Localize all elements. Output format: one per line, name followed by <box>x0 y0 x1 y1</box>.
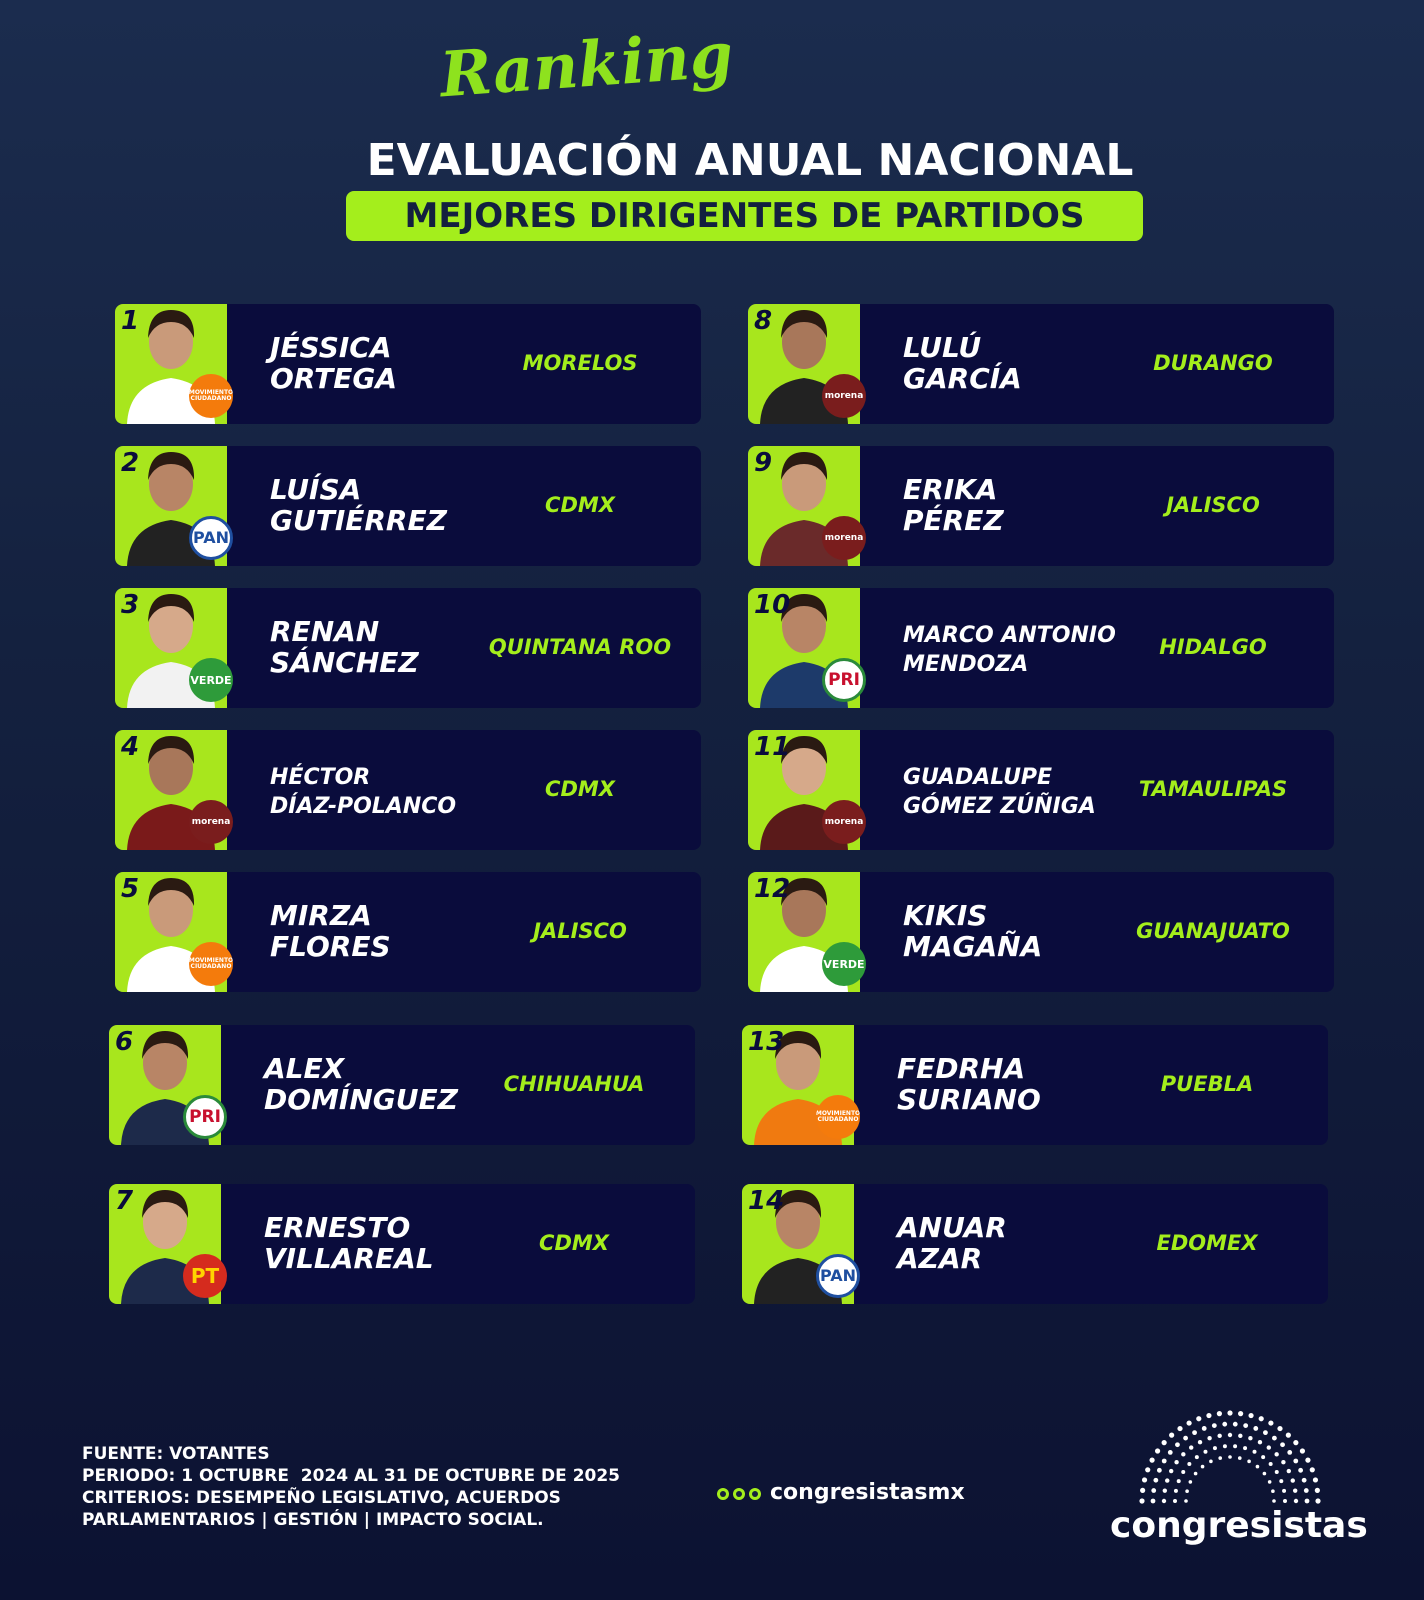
state: DURANGO <box>1153 351 1273 375</box>
rank-number: 14 <box>748 1186 785 1216</box>
person-name: JÉSSICA <box>270 331 392 364</box>
brand-logo <box>1139 1410 1321 1504</box>
state: JALISCO <box>1166 493 1260 517</box>
person-name: PÉREZ <box>903 504 1004 537</box>
party-logo: morena <box>822 516 866 560</box>
person-name: RENAN <box>270 615 380 648</box>
person-name: ORTEGA <box>270 362 397 395</box>
rank-number: 1 <box>121 306 140 336</box>
rank-number: 12 <box>754 874 791 904</box>
party-logo: PAN <box>816 1254 860 1298</box>
rank-number: 9 <box>754 448 773 478</box>
party-logo: PRI <box>183 1095 227 1139</box>
state: TAMAULIPAS <box>1138 777 1288 801</box>
rank-number: 7 <box>115 1186 134 1216</box>
state: CDMX <box>539 1231 609 1255</box>
party-logo: morena <box>189 800 233 844</box>
person-name: KIKIS <box>903 899 988 932</box>
rank-number: 2 <box>121 448 140 478</box>
person-name: ANUAR <box>897 1211 1007 1244</box>
footer-line: CRITERIOS: DESEMPEÑO LEGISLATIVO, ACUERD… <box>82 1488 561 1508</box>
rank-number: 13 <box>748 1027 785 1057</box>
person-name: GARCÍA <box>903 362 1022 395</box>
state: PUEBLA <box>1160 1072 1254 1096</box>
person-name: MENDOZA <box>903 652 1029 677</box>
person-name: ERNESTO <box>264 1211 411 1244</box>
person-name: SÁNCHEZ <box>270 646 419 679</box>
social-handle: congresistasmx <box>770 1480 965 1505</box>
person-name: LUÍSA <box>270 473 362 506</box>
state: CDMX <box>545 777 615 801</box>
party-logo: PT <box>183 1254 227 1298</box>
party-logo: morena <box>822 374 866 418</box>
script-title: Ranking <box>437 18 736 112</box>
subtitle: MEJORES DIRIGENTES DE PARTIDOS <box>404 196 1085 236</box>
party-logo: morena <box>822 800 866 844</box>
party-logo: VERDE <box>822 942 866 986</box>
person-name: VILLAREAL <box>264 1242 434 1275</box>
brand-name: congresistas <box>1110 1505 1368 1546</box>
party-logo: MOVIMIENTO CIUDADANO <box>189 374 233 418</box>
rank-number: 10 <box>754 590 791 620</box>
footer-line: FUENTE: VOTANTES <box>82 1444 270 1464</box>
state: EDOMEX <box>1156 1231 1258 1255</box>
rank-number: 5 <box>121 874 140 904</box>
subtitle-pill <box>346 191 1143 241</box>
state: GUANAJUATO <box>1136 919 1290 943</box>
title: EVALUACIÓN ANUAL NACIONAL <box>366 135 1134 186</box>
party-logo: MOVIMIENTO CIUDADANO <box>816 1095 860 1139</box>
person-name: DÍAZ-POLANCO <box>270 794 457 819</box>
state: JALISCO <box>533 919 627 943</box>
person-name: ALEX <box>264 1052 345 1085</box>
person-name: MIRZA <box>270 899 372 932</box>
person-name: MARCO ANTONIO <box>903 623 1116 648</box>
state: CHIHUAHUA <box>503 1072 645 1096</box>
person-name: GUADALUPE <box>903 765 1053 790</box>
person-name: ERIKA <box>903 473 998 506</box>
person-name: GUTIÉRREZ <box>270 504 447 537</box>
photo <box>127 452 215 566</box>
person-name: DOMÍNGUEZ <box>264 1083 458 1116</box>
party-logo: VERDE <box>189 658 233 702</box>
state: QUINTANA ROO <box>488 635 672 659</box>
rank-number: 4 <box>121 732 140 762</box>
person-name: FLORES <box>270 930 391 963</box>
social-icons <box>717 1488 761 1500</box>
person-name: HÉCTOR <box>270 765 371 790</box>
person-name: FEDRHA <box>897 1052 1026 1085</box>
footer-line: PERIODO: 1 OCTUBRE 2024 AL 31 DE OCTUBRE… <box>82 1466 621 1486</box>
person-name: MAGAÑA <box>903 930 1043 963</box>
person-name: LULÚ <box>903 331 982 364</box>
footer-line: PARLAMENTARIOS | GESTIÓN | IMPACTO SOCIA… <box>82 1510 544 1530</box>
party-logo: PAN <box>189 516 233 560</box>
party-logo: MOVIMIENTO CIUDADANO <box>189 942 233 986</box>
rank-number: 3 <box>121 590 140 620</box>
rank-number: 8 <box>754 306 773 336</box>
rank-number: 6 <box>115 1027 134 1057</box>
person-name: SURIANO <box>897 1083 1041 1116</box>
party-logo: PRI <box>822 658 866 702</box>
rank-number: 11 <box>754 732 791 762</box>
person-name: GÓMEZ ZÚÑIGA <box>903 794 1096 819</box>
state: HIDALGO <box>1159 635 1267 659</box>
state: CDMX <box>545 493 615 517</box>
person-name: AZAR <box>897 1242 983 1275</box>
state: MORELOS <box>522 351 638 375</box>
